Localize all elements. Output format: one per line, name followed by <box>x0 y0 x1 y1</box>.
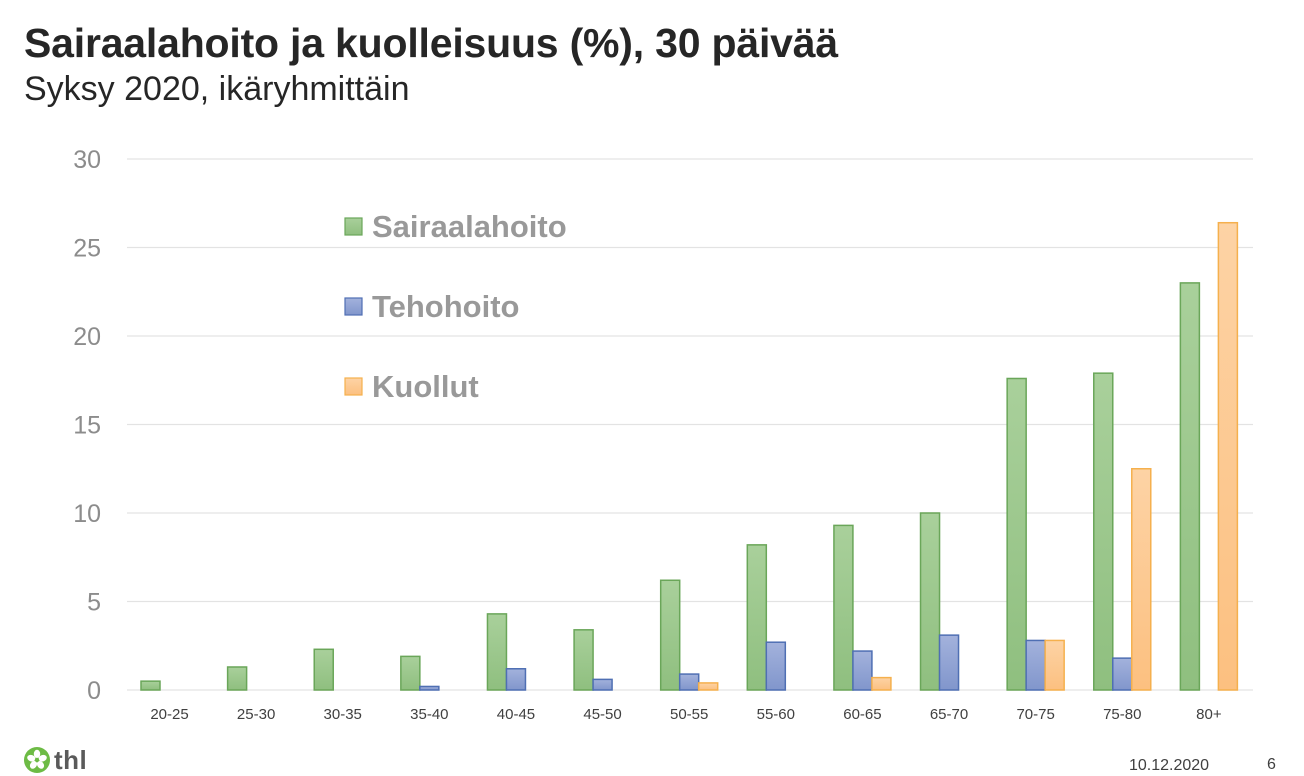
bar-sairaalahoito-25-30 <box>226 666 248 691</box>
page-number: 6 <box>1267 756 1276 773</box>
legend: Sairaalahoito Tehohoito Kuollut <box>344 209 567 404</box>
bar-tehohoito-65-70 <box>938 634 960 691</box>
chart-subtitle: Syksy 2020, ikäryhmittäin <box>24 70 410 108</box>
x-tick-label: 45-50 <box>583 706 621 723</box>
bar-kuollut-75-80 <box>1131 468 1152 691</box>
bar-sairaalahoito-75-80 <box>1093 372 1114 691</box>
bar-kuollut-80+ <box>1217 221 1239 691</box>
logo-text: thl <box>54 745 88 775</box>
bar-kuollut-70-75 <box>1044 639 1065 691</box>
bar-kuollut-60-65 <box>871 676 892 691</box>
bar-tehohoito-40-45 <box>505 668 527 691</box>
y-tick-label: 0 <box>87 677 101 705</box>
y-tick-label: 10 <box>73 500 101 528</box>
bar-tehohoito-60-65 <box>852 650 873 691</box>
bar-sairaalahoito-70-75 <box>1006 377 1027 691</box>
x-tick-label: 70-75 <box>1016 706 1054 723</box>
x-tick-label: 20-25 <box>150 706 188 723</box>
chart-title: Sairaalahoito ja kuolleisuus (%), 30 päi… <box>24 20 838 66</box>
bar-sairaalahoito-35-40 <box>400 655 421 691</box>
legend-swatch-kuollut <box>344 377 363 396</box>
bar-sairaalahoito-30-35 <box>313 648 334 691</box>
bar-sairaalahoito-50-55 <box>659 579 681 691</box>
thl-logo: thl <box>24 747 87 773</box>
x-axis: 20-25 25-30 30-35 35-40 40-45 45-50 50-55 55-60… <box>150 706 1222 723</box>
x-tick-label: 75-80 <box>1103 706 1141 723</box>
bar-tehohoito-75-80 <box>1112 657 1133 691</box>
bar-tehohoito-45-50 <box>592 678 613 691</box>
bar-sairaalahoito-65-70 <box>919 512 941 691</box>
legend-label-sairaalahoito: Sairaalahoito <box>372 209 567 244</box>
x-tick-label: 50-55 <box>670 706 708 723</box>
bar-sairaalahoito-60-65 <box>833 524 854 691</box>
y-tick-label: 15 <box>73 412 101 440</box>
x-tick-label: 60-65 <box>843 706 881 723</box>
x-tick-label: 35-40 <box>410 706 448 723</box>
bar-sairaalahoito-45-50 <box>573 629 594 691</box>
bar-sairaalahoito-20-25 <box>140 680 161 691</box>
x-tick-label: 40-45 <box>497 706 535 723</box>
x-tick-label: 65-70 <box>930 706 968 723</box>
x-tick-label: 80+ <box>1196 706 1222 723</box>
footer-date: 10.12.2020 <box>1129 757 1210 774</box>
bar-tehohoito-55-60 <box>765 641 787 691</box>
legend-label-kuollut: Kuollut <box>372 369 479 404</box>
bar-sairaalahoito-80+ <box>1179 282 1201 691</box>
bar-sairaalahoito-55-60 <box>746 544 768 691</box>
bar-tehohoito-50-55 <box>678 673 700 691</box>
legend-swatch-tehohoito <box>344 297 363 316</box>
x-tick-label: 25-30 <box>237 706 275 723</box>
y-axis: 0 5 10 15 20 25 30 <box>73 146 101 705</box>
y-tick-label: 5 <box>87 589 101 617</box>
legend-label-tehohoito: Tehohoito <box>372 289 520 324</box>
flower-icon <box>24 747 50 773</box>
x-tick-label: 55-60 <box>757 706 795 723</box>
bar-kuollut-50-55 <box>697 682 719 691</box>
y-tick-label: 20 <box>73 323 101 351</box>
bar-tehohoito-70-75 <box>1025 639 1046 691</box>
y-tick-label: 30 <box>73 146 101 174</box>
y-tick-label: 25 <box>73 235 101 263</box>
bar-tehohoito-35-40 <box>419 685 440 691</box>
gridlines <box>127 158 1253 691</box>
bars <box>140 221 1239 691</box>
bar-sairaalahoito-40-45 <box>486 613 508 691</box>
x-tick-label: 30-35 <box>324 706 362 723</box>
legend-swatch-sairaalahoito <box>344 217 363 236</box>
